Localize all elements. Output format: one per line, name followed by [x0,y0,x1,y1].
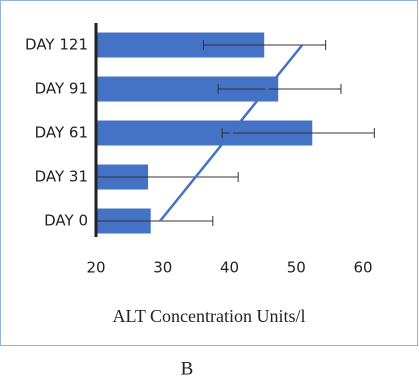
y-tick-label: DAY 91 [35,80,88,98]
trendline [159,44,304,222]
x-tick-label: 30 [153,259,172,277]
y-tick-label: DAY 0 [44,212,88,230]
x-axis-title: ALT Concentration Units/l [113,306,306,326]
x-tick-label: 20 [86,259,105,277]
x-tick-label: 60 [353,259,372,277]
y-tick-label: DAY 61 [35,124,88,142]
x-tick-label: 50 [287,259,306,277]
chart-border [0,0,418,346]
x-tick-label: 40 [220,259,239,277]
caption: B [181,358,194,379]
y-tick-label: DAY 121 [25,36,88,54]
y-tick-label: DAY 31 [35,168,88,186]
